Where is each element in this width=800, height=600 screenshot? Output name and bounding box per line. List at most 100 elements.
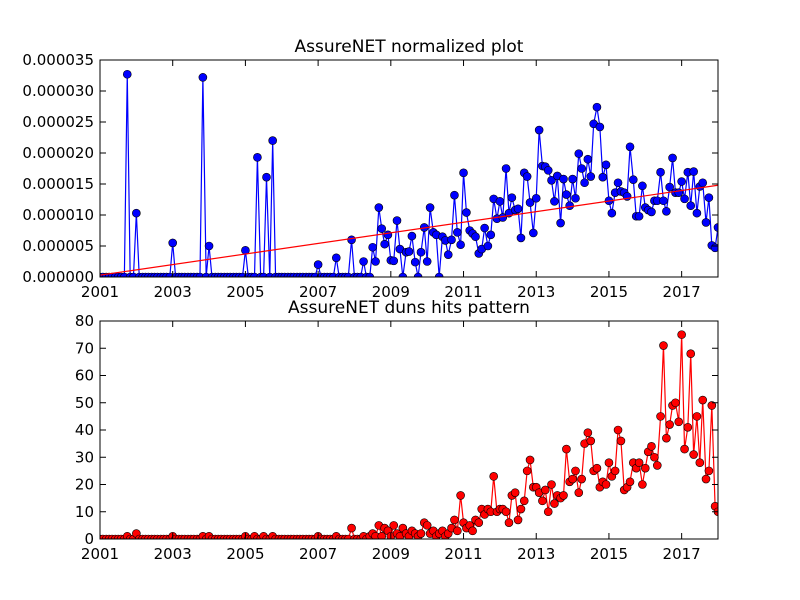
y-tick-label: 40	[75, 421, 94, 439]
plot-area	[100, 69, 718, 277]
data-point	[543, 166, 553, 175]
data-point	[698, 395, 708, 405]
chart-title: AssureNET normalized plot	[295, 37, 524, 57]
data-point	[704, 193, 714, 202]
y-tick-label: 0.000020	[22, 144, 94, 162]
data-point	[562, 190, 571, 199]
y-tick-label: 0.000005	[22, 237, 94, 255]
data-point	[574, 149, 584, 158]
data-point	[550, 197, 559, 206]
x-tick-label: 2015	[590, 545, 628, 563]
x-tick-label: 2001	[81, 283, 119, 301]
data-point	[686, 201, 696, 210]
data-point	[571, 466, 580, 476]
data-point	[422, 257, 432, 266]
data-point	[443, 250, 453, 259]
data-point	[692, 208, 702, 218]
data-point	[453, 228, 462, 237]
x-tick-label: 2011	[444, 545, 482, 563]
data-point	[513, 515, 523, 525]
data-point	[534, 125, 544, 135]
data-point	[680, 444, 689, 454]
data-point	[656, 167, 665, 177]
data-point	[422, 521, 432, 530]
x-tick-label: 2003	[154, 283, 192, 301]
data-point	[525, 455, 535, 465]
data-point	[468, 526, 477, 536]
data-point	[519, 496, 529, 506]
x-tick-label: 2001	[81, 545, 119, 563]
data-point	[665, 420, 674, 429]
data-point	[638, 181, 647, 191]
y-tick-label: 50	[75, 394, 94, 412]
data-point	[695, 458, 705, 468]
data-point	[198, 73, 208, 82]
y-tick-label: 0	[84, 530, 94, 548]
data-point	[413, 272, 423, 277]
data-point	[347, 235, 356, 245]
data-point	[616, 436, 626, 446]
data-point	[583, 428, 593, 438]
data-point	[132, 208, 141, 218]
data-point	[253, 153, 262, 162]
data-point	[453, 526, 462, 536]
data-point	[674, 417, 684, 427]
data-point	[586, 172, 596, 181]
data-point	[516, 233, 526, 243]
data-point	[595, 122, 605, 132]
data-point	[680, 194, 689, 204]
data-point	[531, 193, 541, 203]
x-tick-label: 2007	[299, 283, 337, 301]
data-point	[513, 204, 523, 214]
data-point	[613, 425, 623, 435]
data-point	[686, 349, 696, 359]
data-point	[471, 232, 480, 241]
data-point	[568, 474, 577, 484]
y-tick-label: 0.000030	[22, 82, 94, 100]
data-point	[529, 228, 538, 238]
data-point	[380, 239, 389, 249]
data-point	[501, 507, 511, 517]
data-point	[331, 253, 341, 263]
data-point	[538, 496, 547, 506]
data-point	[377, 531, 387, 539]
data-point	[592, 463, 602, 473]
data-point	[701, 218, 711, 227]
data-point	[586, 436, 596, 446]
x-tick-label: 2017	[663, 283, 701, 301]
data-point	[659, 196, 668, 206]
data-point	[665, 182, 674, 192]
data-point	[447, 235, 456, 245]
y-tick-label: 0.000000	[22, 268, 94, 286]
data-point	[601, 160, 611, 170]
data-point	[671, 398, 680, 408]
data-point	[374, 203, 384, 212]
axes-frame	[99, 320, 719, 540]
data-point	[592, 102, 602, 112]
data-point	[713, 223, 718, 232]
data-point	[450, 515, 459, 525]
data-point	[462, 208, 471, 217]
data-point	[480, 223, 489, 233]
series-line	[100, 74, 718, 277]
x-tick-label: 2013	[517, 545, 555, 563]
data-point	[456, 240, 465, 250]
data-point	[389, 256, 399, 266]
data-point	[668, 153, 677, 163]
data-point	[583, 154, 593, 164]
y-tick-label: 10	[75, 503, 94, 521]
data-point	[507, 193, 517, 202]
data-point	[652, 461, 662, 470]
x-tick-label: 2015	[590, 283, 628, 301]
data-point	[634, 211, 644, 221]
data-point	[516, 504, 526, 514]
data-point	[510, 488, 520, 497]
data-point	[483, 241, 493, 251]
data-point	[656, 412, 665, 421]
data-point	[392, 216, 402, 225]
data-point	[359, 257, 368, 266]
x-tick-label: 2013	[517, 283, 555, 301]
data-point	[522, 466, 532, 476]
axes-frame	[99, 59, 719, 278]
